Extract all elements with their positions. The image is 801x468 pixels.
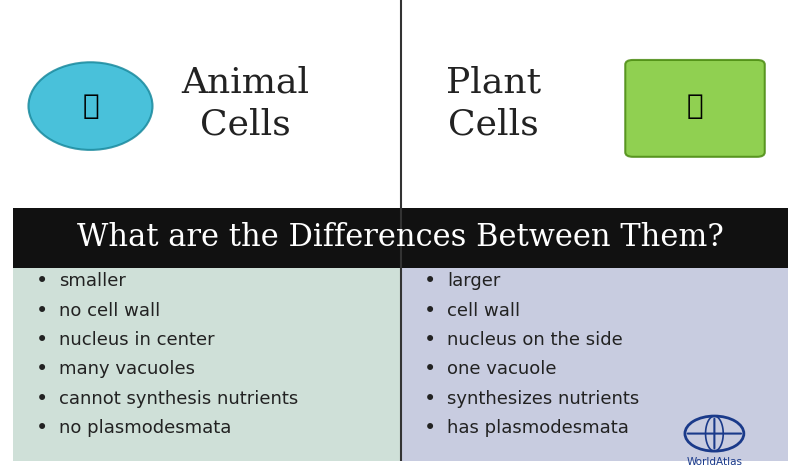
- Text: many vacuoles: many vacuoles: [59, 360, 195, 379]
- Text: •: •: [424, 359, 436, 380]
- FancyBboxPatch shape: [13, 0, 400, 208]
- Text: •: •: [36, 359, 49, 380]
- Text: •: •: [424, 418, 436, 438]
- Text: cell wall: cell wall: [447, 302, 520, 320]
- Text: synthesizes nutrients: synthesizes nutrients: [447, 390, 639, 408]
- FancyBboxPatch shape: [626, 60, 765, 157]
- FancyBboxPatch shape: [13, 208, 788, 268]
- FancyBboxPatch shape: [400, 0, 788, 208]
- FancyBboxPatch shape: [13, 268, 400, 461]
- Text: •: •: [424, 330, 436, 350]
- Text: no cell wall: no cell wall: [59, 302, 161, 320]
- Text: smaller: smaller: [59, 272, 127, 290]
- Text: •: •: [36, 301, 49, 321]
- FancyBboxPatch shape: [400, 268, 788, 461]
- Text: larger: larger: [447, 272, 501, 290]
- Text: •: •: [424, 389, 436, 409]
- Text: Plant
Cells: Plant Cells: [446, 66, 541, 142]
- Text: •: •: [424, 301, 436, 321]
- Text: nucleus on the side: nucleus on the side: [447, 331, 622, 349]
- Text: •: •: [36, 389, 49, 409]
- Text: •: •: [36, 330, 49, 350]
- Text: cannot synthesis nutrients: cannot synthesis nutrients: [59, 390, 299, 408]
- Text: •: •: [36, 418, 49, 438]
- Text: Animal
Cells: Animal Cells: [182, 66, 309, 142]
- Text: 🔬: 🔬: [83, 92, 99, 120]
- Text: What are the Differences Between Them?: What are the Differences Between Them?: [77, 222, 724, 253]
- Text: one vacuole: one vacuole: [447, 360, 557, 379]
- Text: •: •: [36, 271, 49, 292]
- Text: no plasmodesmata: no plasmodesmata: [59, 419, 231, 437]
- Text: has plasmodesmata: has plasmodesmata: [447, 419, 629, 437]
- Text: •: •: [424, 271, 436, 292]
- Text: nucleus in center: nucleus in center: [59, 331, 215, 349]
- Text: WorldAtlas: WorldAtlas: [686, 457, 743, 467]
- Ellipse shape: [29, 62, 152, 150]
- Text: 🌿: 🌿: [686, 92, 703, 120]
